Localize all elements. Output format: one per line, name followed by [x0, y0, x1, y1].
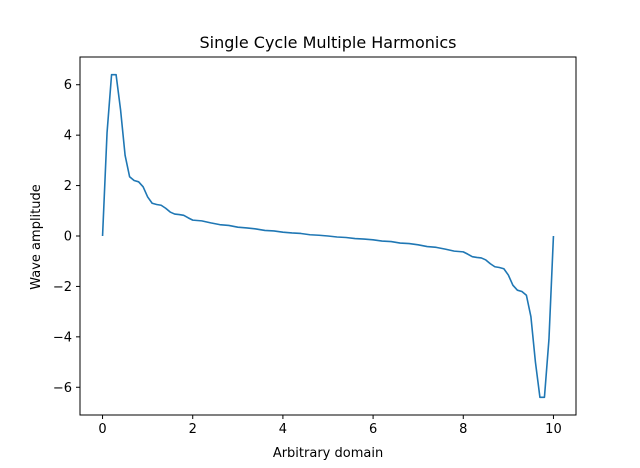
y-tick-label: 0: [64, 230, 72, 245]
y-axis-ticks: −6 −4 −2 0 2 4 6: [53, 78, 80, 396]
x-tick-label: 8: [459, 422, 467, 437]
x-tick-label: 6: [369, 422, 377, 437]
x-tick-label: 2: [189, 422, 197, 437]
y-tick-label: 4: [64, 129, 72, 144]
x-axis-ticks: 0 2 4 6 8 10: [98, 415, 562, 437]
series-line-0: [101, 73, 555, 399]
x-tick-label: 10: [545, 422, 562, 437]
y-tick-label: 2: [64, 179, 72, 194]
y-tick-label: 6: [64, 78, 72, 93]
y-axis-label: Wave amplitude: [29, 184, 44, 290]
x-tick-label: 4: [279, 422, 287, 437]
plot-area: [101, 73, 555, 399]
x-tick-label: 0: [98, 422, 106, 437]
chart-title: Single Cycle Multiple Harmonics: [200, 33, 457, 52]
y-tick-label: −2: [53, 280, 72, 295]
y-tick-label: −6: [53, 381, 72, 396]
x-axis-label: Arbitrary domain: [273, 446, 383, 461]
y-tick-label: −4: [53, 330, 72, 345]
plot-frame: [79, 56, 577, 416]
